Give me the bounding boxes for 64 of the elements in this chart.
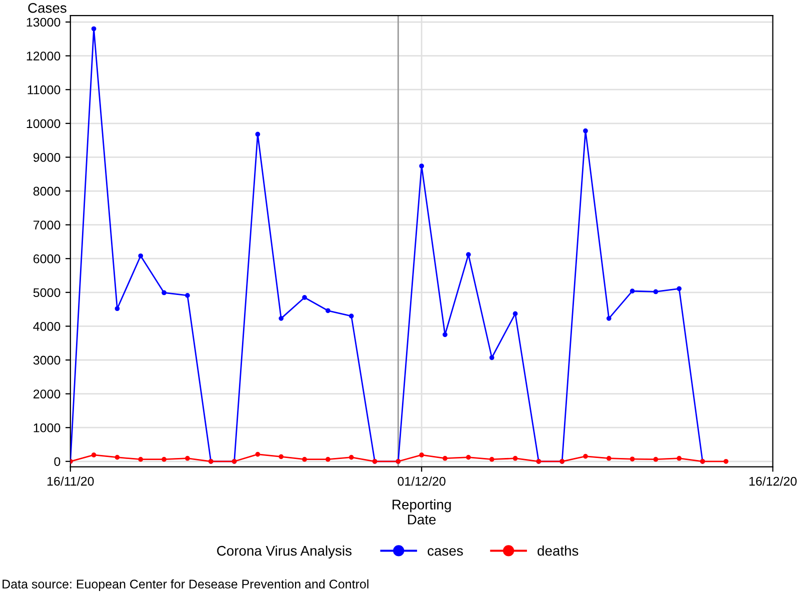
point	[442, 456, 448, 461]
point	[583, 454, 588, 459]
point	[302, 456, 307, 462]
point	[606, 316, 612, 321]
point	[138, 253, 144, 258]
point	[442, 332, 448, 338]
y-tick-label: 3000	[33, 356, 60, 365]
point	[326, 308, 330, 314]
point	[466, 252, 471, 257]
point	[724, 458, 728, 464]
point	[489, 355, 494, 360]
point	[583, 128, 588, 134]
point	[91, 452, 96, 458]
point	[185, 293, 190, 298]
y-tick-label: 13000	[26, 18, 60, 27]
point	[255, 452, 260, 457]
y-tick-label: 8000	[33, 186, 60, 196]
y-tick-label: 9000	[33, 153, 60, 162]
legend-label: cases	[428, 548, 463, 556]
x-tick-label: 01/12/20	[398, 476, 446, 486]
point	[162, 456, 166, 462]
point	[676, 456, 682, 461]
point	[512, 311, 518, 316]
point	[255, 132, 260, 137]
point	[278, 454, 284, 460]
x-axis-title: Reporting Date	[392, 499, 451, 524]
y-tick-label: 11000	[28, 85, 60, 94]
point	[489, 456, 494, 462]
y-tick-label: 7000	[34, 220, 60, 230]
x-tick-label: 16/11/20	[47, 476, 94, 486]
y-tick-label: 4000	[33, 322, 60, 331]
point	[114, 306, 120, 312]
point	[162, 290, 166, 296]
y-tick-label: 10000	[26, 119, 60, 128]
x-tick-label: 16/12/20	[749, 476, 797, 486]
point	[185, 456, 190, 461]
point	[114, 454, 120, 460]
point	[606, 456, 612, 461]
y-tick-label: 12000	[26, 52, 60, 60]
source-note: Data source: Euopean Center for Desease Prevention and Control	[2, 579, 368, 591]
point	[653, 289, 658, 294]
point	[278, 316, 284, 321]
point	[630, 288, 635, 294]
point	[630, 456, 635, 462]
y-tick-label: 6000	[34, 254, 60, 264]
point	[302, 295, 307, 300]
legend-title: Corona Virus Analysis	[217, 546, 352, 558]
point	[676, 286, 682, 292]
y-tick-label: 5000	[33, 288, 60, 298]
point	[419, 164, 424, 168]
y-tick-label: 2000	[34, 390, 60, 398]
point	[348, 454, 354, 460]
point	[91, 26, 96, 32]
point	[326, 456, 330, 462]
point	[653, 456, 658, 462]
y-axis-title: Cases	[28, 3, 66, 13]
point	[348, 314, 354, 318]
point	[138, 456, 144, 462]
y-tick-label: 0	[54, 457, 60, 466]
point	[419, 452, 424, 458]
y-tick-label: 1000	[34, 423, 60, 432]
point	[512, 456, 518, 461]
point	[466, 454, 471, 460]
legend-label: deaths	[538, 546, 578, 556]
